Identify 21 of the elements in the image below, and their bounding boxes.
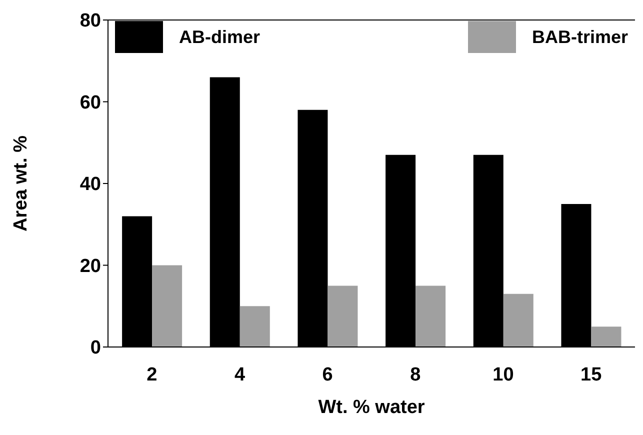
bar — [240, 306, 270, 347]
bar — [152, 265, 182, 347]
bar — [328, 286, 358, 347]
y-tick-label: 40 — [80, 174, 101, 196]
x-tick-label: 2 — [146, 364, 158, 386]
x-tick-label: 15 — [580, 364, 602, 386]
x-tick-label: 10 — [492, 364, 514, 386]
x-tick-label: 4 — [234, 364, 246, 386]
y-tick-label: 60 — [80, 92, 101, 114]
x-tick-label: 6 — [322, 364, 333, 386]
bar — [416, 286, 446, 347]
y-tick-label: 80 — [80, 10, 101, 32]
x-axis-title: Wt. % water — [318, 397, 426, 418]
legend-label: BAB-trimer — [532, 26, 628, 48]
y-tick-label: 20 — [80, 256, 101, 277]
legend-label: AB-dimer — [179, 26, 260, 48]
bar — [503, 294, 534, 347]
bar — [591, 326, 622, 347]
x-tick-label: 8 — [410, 364, 421, 386]
y-tick-label: 0 — [90, 338, 101, 359]
y-axis-title: Area wt. % — [10, 135, 32, 232]
